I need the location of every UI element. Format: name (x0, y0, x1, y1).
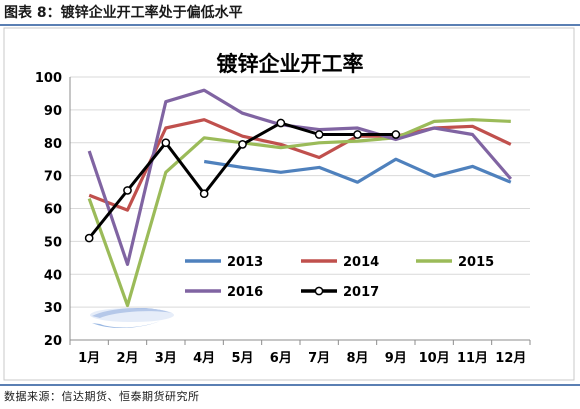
legend-label-2016: 2016 (227, 285, 263, 300)
x-tick-label: 10月 (419, 351, 450, 366)
x-tick-label: 12月 (495, 351, 526, 366)
data-point-2017 (84, 233, 94, 243)
y-tick-label: 100 (35, 71, 62, 86)
axes: 20 30 40 50 60 70 80 90 100 1月 2月 3月 4月 5月 6月 7月 8月 9月 10月… (35, 71, 531, 366)
x-tick-label: 7月 (308, 351, 330, 366)
data-point-2017 (276, 118, 286, 128)
x-tick-label: 5月 (231, 351, 253, 366)
legend: 2013 2014 2015 2016 2017 (185, 255, 494, 300)
series-line-2016 (87, 88, 513, 266)
y-tick-label: 50 (44, 235, 62, 250)
figure-title: 图表 8：镀锌企业开工率处于偏低水平 (4, 5, 243, 21)
y-tick-label: 20 (44, 334, 62, 349)
data-point-2017 (314, 130, 324, 139)
y-tick-label: 90 (44, 104, 62, 119)
data-point-2017 (123, 186, 132, 195)
y-tick-label: 70 (44, 170, 62, 185)
legend-label-2015: 2015 (458, 255, 494, 270)
x-tick-label: 6月 (270, 351, 292, 366)
y-tick-label: 60 (44, 203, 62, 218)
legend-label-2014: 2014 (343, 255, 379, 270)
series-line-2013 (203, 157, 512, 184)
x-tick-label: 9月 (385, 351, 407, 366)
legend-marker-2017 (314, 286, 324, 296)
x-tick-label: 3月 (155, 351, 177, 366)
x-tick-label: 1月 (78, 351, 100, 366)
line-chart: 镀锌企业开工率 20 30 40 50 60 70 80 90 100 1月 2月 3月 4月 5月 6月 7… (3, 27, 575, 381)
series-group (84, 88, 513, 308)
x-tick-label: 2月 (116, 351, 138, 366)
bottom-rule (0, 384, 580, 386)
data-point-2017 (161, 138, 171, 148)
y-tick-label: 80 (44, 137, 62, 152)
x-tick-label: 4月 (193, 351, 215, 366)
legend-label-2017: 2017 (343, 285, 379, 300)
chart-title: 镀锌企业开工率 (217, 52, 364, 76)
data-point-2017 (391, 130, 401, 139)
top-rule (0, 24, 580, 26)
chart-border (3, 27, 575, 381)
logo-watermark (90, 307, 174, 329)
y-tick-label: 40 (44, 268, 62, 283)
data-point-2017 (199, 189, 209, 199)
x-tick-label: 11月 (457, 351, 488, 366)
y-tick-label: 30 (44, 301, 62, 316)
x-tick-label: 8月 (346, 351, 368, 366)
data-point-2017 (353, 130, 362, 139)
legend-label-2013: 2013 (227, 255, 263, 270)
source-note: 数据来源：信达期货、恒泰期货研究所 (4, 390, 200, 403)
data-point-2017 (238, 140, 247, 149)
series-line-2015 (87, 118, 511, 308)
